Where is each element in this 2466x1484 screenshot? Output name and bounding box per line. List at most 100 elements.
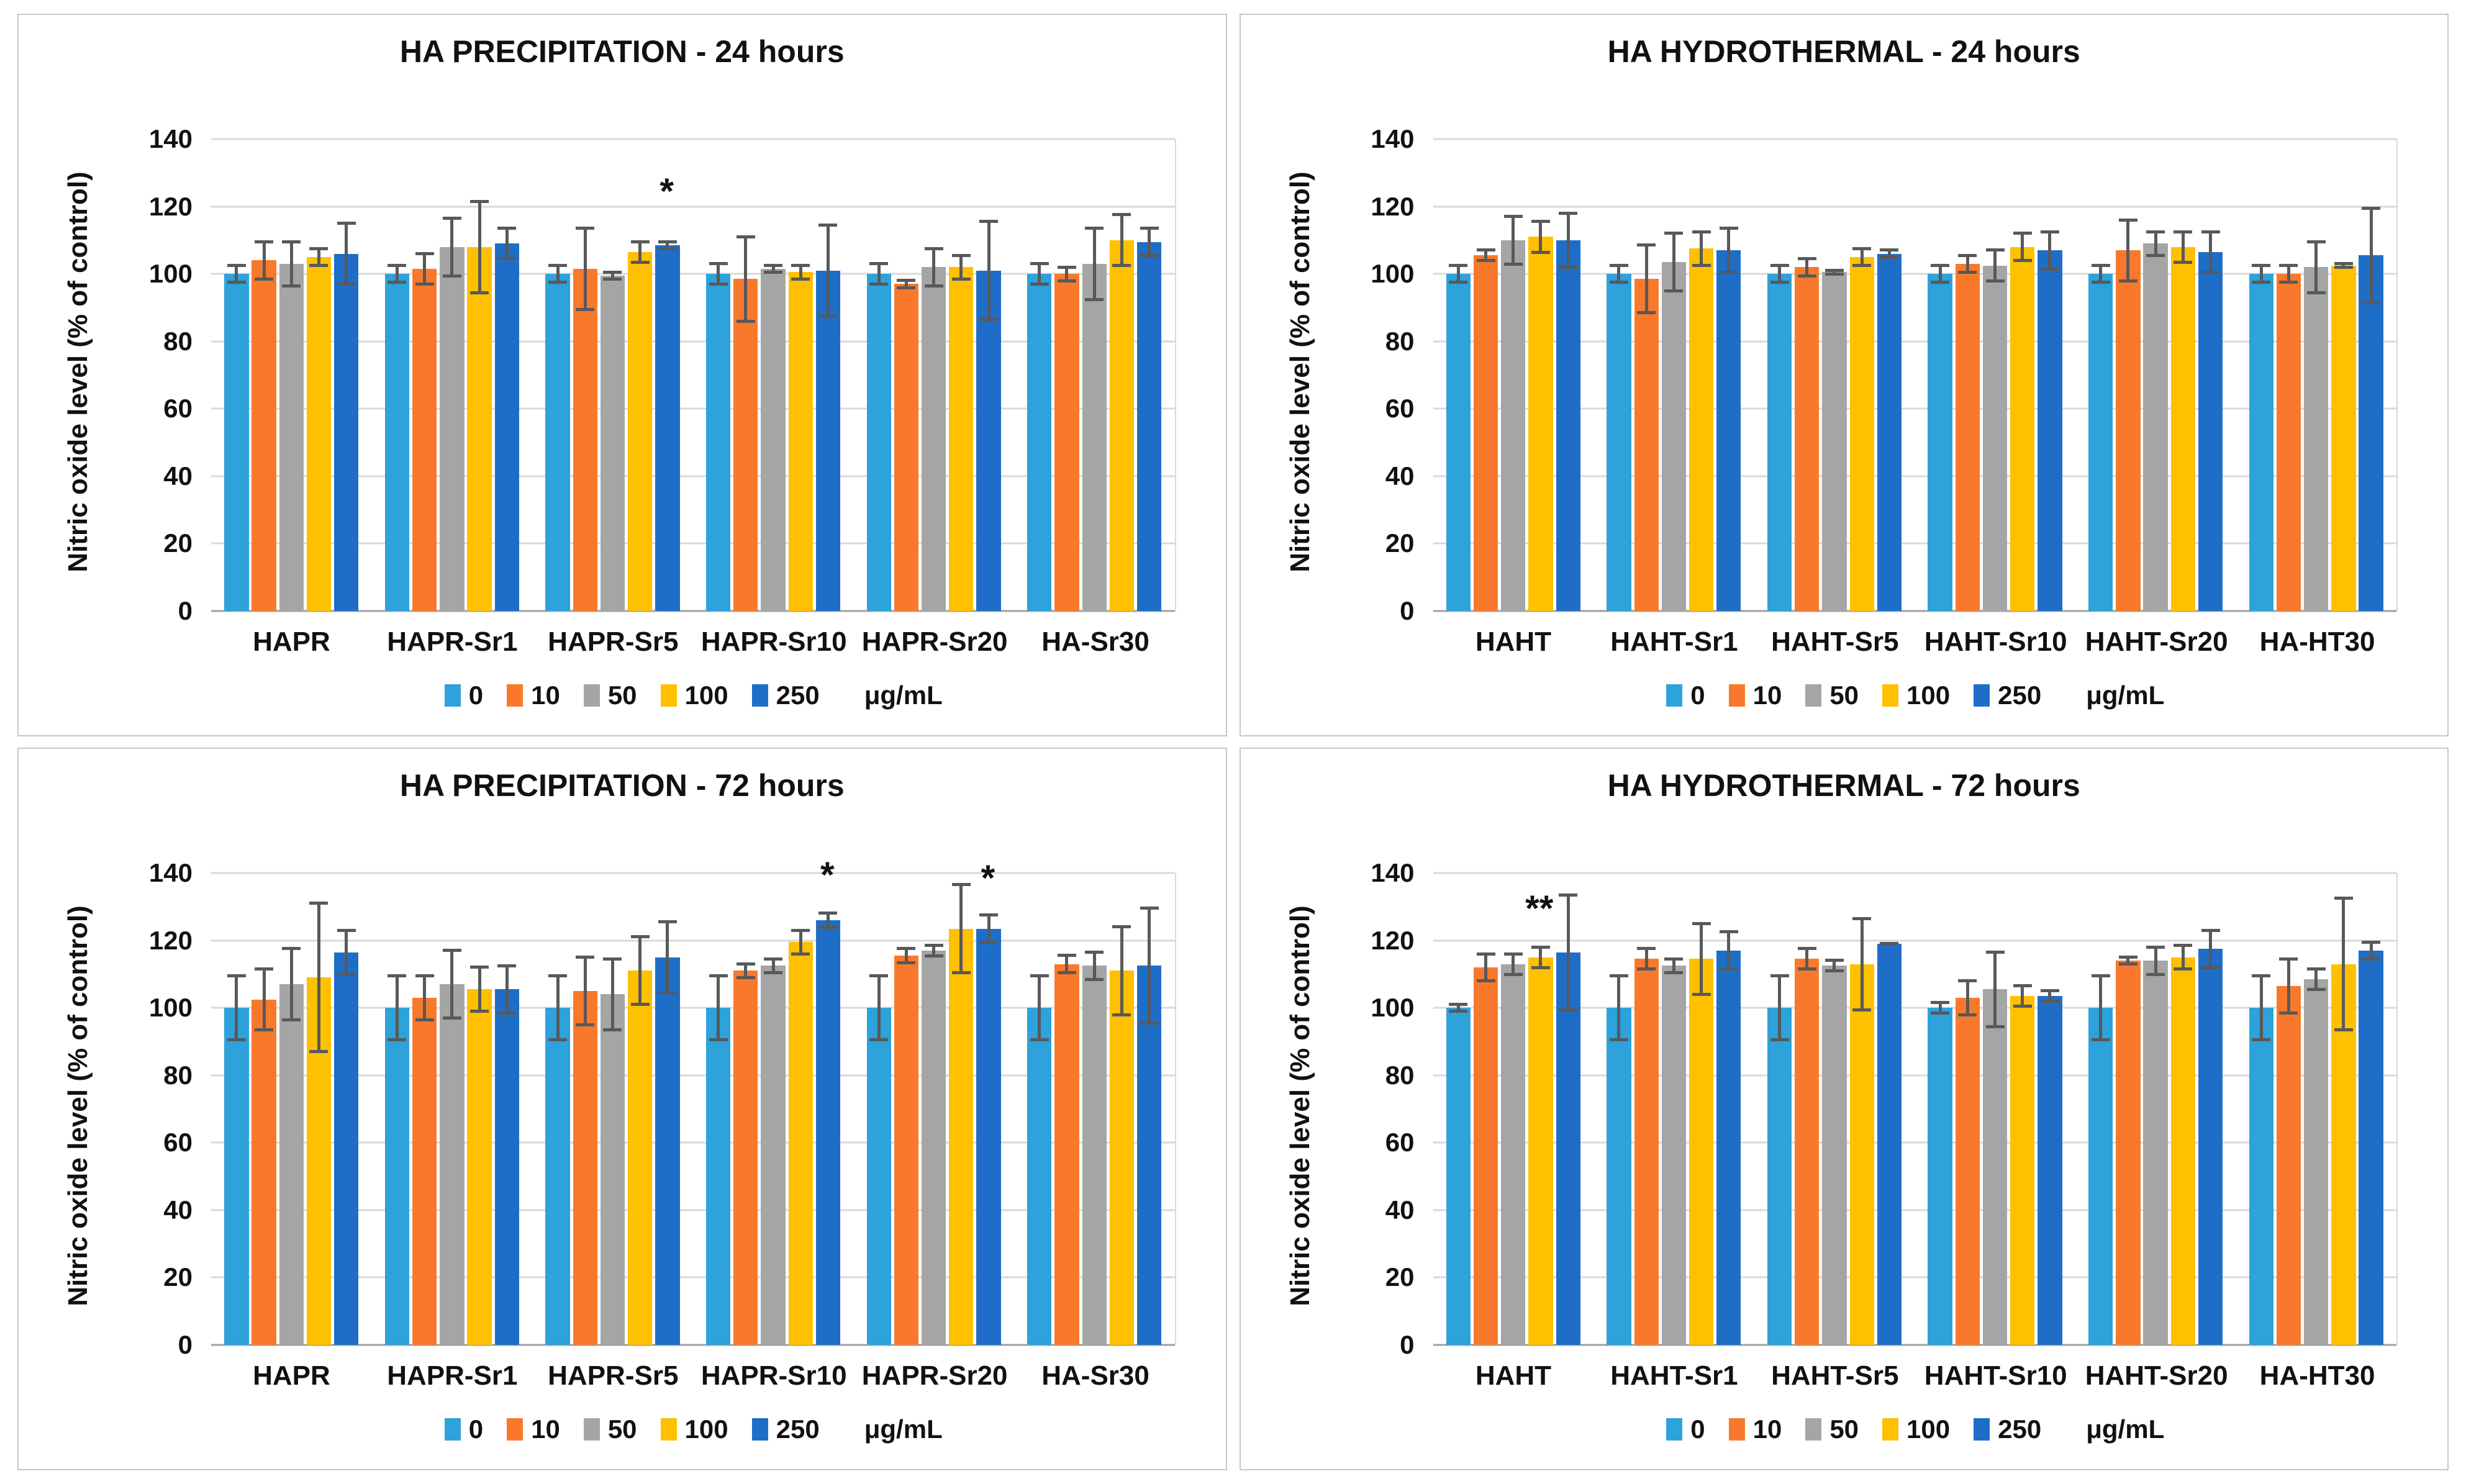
bar-slot: * xyxy=(655,139,680,611)
bar-HAHT-Sr1-100 xyxy=(1689,248,1714,611)
bar-slot xyxy=(224,139,249,611)
bar-slot xyxy=(921,873,946,1345)
bar-HAPR-Sr10-10 xyxy=(733,279,758,611)
error-bar xyxy=(1860,916,1864,1011)
error-bar xyxy=(345,222,348,286)
legend-swatch xyxy=(1728,1418,1745,1441)
bar-group-HAHT-Sr20 xyxy=(2075,139,2236,611)
error-bar xyxy=(1148,227,1151,257)
error-bar xyxy=(1484,248,1488,263)
bar-slot xyxy=(2198,873,2223,1345)
legend-swatch xyxy=(507,1418,524,1441)
legend-item-250: 250 xyxy=(751,681,820,710)
error-bar xyxy=(2181,944,2185,971)
x-category-label-HAHT-Sr1: HAHT-Sr1 xyxy=(1610,627,1738,657)
bar-group-HAHT-Sr1 xyxy=(1593,873,1754,1345)
bar-HAHT-250 xyxy=(1556,240,1580,611)
y-tick-label-100: 100 xyxy=(148,993,193,1023)
bar-slot xyxy=(2010,873,2035,1345)
legend-item-0: 0 xyxy=(444,681,483,710)
bar-slot xyxy=(384,873,410,1345)
bar-HAHT-Sr20-250 xyxy=(2198,251,2223,611)
bar-HAHT-Sr20-0 xyxy=(2088,1008,2113,1345)
legend-item-50: 50 xyxy=(1805,1414,1859,1444)
bar-groups: * xyxy=(211,139,1175,611)
error-bar xyxy=(505,227,509,261)
error-bar xyxy=(1092,950,1096,981)
gridline-80 xyxy=(211,1074,1175,1077)
bar-slot xyxy=(1877,139,1902,611)
x-axis-labels: HAPR HAPR-Sr1 HAPR-Sr5 HAPR-Sr10 HAPR-Sr20 HA… xyxy=(211,627,1176,658)
bar-slot xyxy=(1528,139,1553,611)
gridline-80 xyxy=(1433,340,2396,343)
bar-slot xyxy=(1054,139,1079,611)
bar-HAHT-50 xyxy=(1501,240,1526,611)
legend-swatch xyxy=(1882,1418,1899,1441)
gridline-140 xyxy=(211,872,1175,874)
error-bar xyxy=(2048,989,2052,1003)
bar-HAHT-Sr5-250 xyxy=(1877,944,1902,1345)
bar-HAHT-Sr1-50 xyxy=(1661,966,1687,1345)
bar-slot xyxy=(224,873,249,1345)
legend-swatch xyxy=(444,1418,461,1441)
x-category-label-HAPR-Sr20: HAPR-Sr20 xyxy=(861,627,1008,657)
bar-slot xyxy=(545,139,570,611)
bar-slot xyxy=(894,873,919,1345)
bar-slot xyxy=(2249,873,2273,1345)
error-bar xyxy=(1092,227,1096,301)
chart-title: HA PRECIPITATION - 72 hours xyxy=(399,768,845,803)
bar-slot xyxy=(1634,873,1659,1345)
bar-slot xyxy=(2304,873,2329,1345)
gridline-140 xyxy=(1433,138,2396,140)
legend-label: 50 xyxy=(1829,681,1859,710)
x-category-label-HAPR-Sr1: HAPR-Sr1 xyxy=(387,627,518,657)
error-bar xyxy=(744,962,748,979)
bar-HA-Sr30-50 xyxy=(1082,966,1107,1345)
legend: 0 10 50 100 250 μg/mL xyxy=(1433,681,2398,710)
bar-slot xyxy=(2143,873,2168,1345)
y-axis-label: Nitric oxide level (% of control) xyxy=(63,171,93,572)
x-category-label-HAPR-Sr20: HAPR-Sr20 xyxy=(861,1360,1008,1391)
bar-slot xyxy=(976,139,1001,611)
error-bar xyxy=(450,216,454,278)
bar-HAPR-50 xyxy=(279,984,304,1345)
bar-slot xyxy=(788,139,813,611)
plot-area: 0 20 40 60 80 100 120 140 * xyxy=(149,126,1176,624)
bar-slot xyxy=(1767,139,1792,611)
legend-swatch xyxy=(751,684,768,707)
bar-HA-Sr30-10 xyxy=(1054,964,1079,1345)
x-category-label-HAHT-Sr20: HAHT-Sr20 xyxy=(2085,1360,2228,1391)
y-tick-label-140: 140 xyxy=(1371,124,1415,153)
bar-slot xyxy=(1556,139,1580,611)
bar-HAPR-Sr1-100 xyxy=(467,247,492,611)
bar-HAPR-Sr5-50 xyxy=(600,994,625,1345)
error-bar xyxy=(904,279,908,289)
bar-slot xyxy=(1716,139,1741,611)
legend-unit-label: μg/mL xyxy=(2086,681,2165,710)
error-bar xyxy=(423,251,427,286)
bar-slot xyxy=(1136,139,1162,611)
gridline-120 xyxy=(211,206,1175,208)
bar-HAPR-0 xyxy=(224,274,249,611)
bar-slot xyxy=(1795,139,1820,611)
y-tick-label-0: 0 xyxy=(178,1330,193,1359)
bar-slot xyxy=(2116,873,2141,1345)
bar-HAPR-Sr10-0 xyxy=(705,1008,731,1345)
bar-HAHT-Sr20-10 xyxy=(2116,961,2141,1345)
bar-slot xyxy=(1928,139,1952,611)
bar-HAPR-Sr5-0 xyxy=(545,274,570,611)
bar-slot xyxy=(2304,139,2329,611)
x-category-label-HAHT-Sr20: HAHT-Sr20 xyxy=(2085,627,2228,657)
legend-label: 0 xyxy=(468,1414,484,1444)
bar-HAHT-Sr10-100 xyxy=(2010,996,2035,1345)
legend-item-0: 0 xyxy=(1666,681,1705,710)
x-axis-labels: HAHT HAHT-Sr1 HAHT-Sr5 HAHT-Sr10 HAHT-Sr20 HA… xyxy=(1433,1360,2398,1391)
y-axis-label: Nitric oxide level (% of control) xyxy=(1284,171,1315,572)
error-bar xyxy=(1965,979,1969,1016)
legend-swatch xyxy=(660,684,677,707)
bar-slot xyxy=(2088,139,2113,611)
x-category-label-HA-HT30: HA-HT30 xyxy=(2259,627,2375,657)
gridline-140 xyxy=(211,138,1175,140)
legend-swatch xyxy=(583,1418,600,1441)
